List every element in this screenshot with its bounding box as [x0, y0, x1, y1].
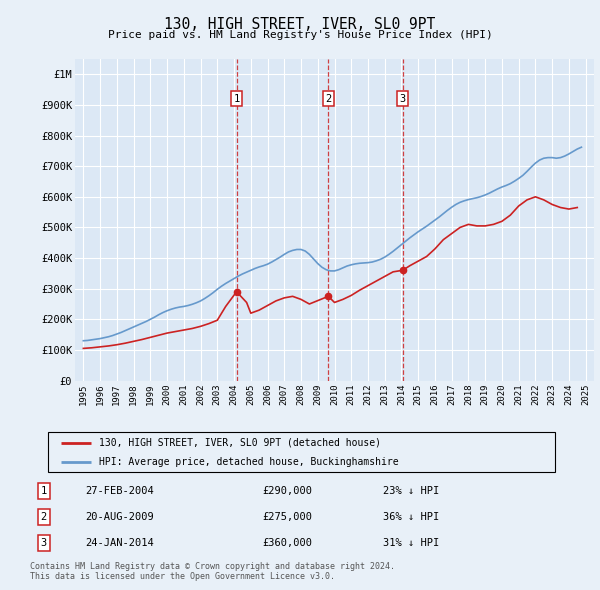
Text: 23% ↓ HPI: 23% ↓ HPI	[383, 486, 440, 496]
Text: 3: 3	[400, 94, 406, 104]
Text: Price paid vs. HM Land Registry's House Price Index (HPI): Price paid vs. HM Land Registry's House …	[107, 30, 493, 40]
Text: 1: 1	[233, 94, 239, 104]
Text: 2: 2	[325, 94, 331, 104]
Text: HPI: Average price, detached house, Buckinghamshire: HPI: Average price, detached house, Buck…	[98, 457, 398, 467]
Text: 27-FEB-2004: 27-FEB-2004	[85, 486, 154, 496]
Text: 24-JAN-2014: 24-JAN-2014	[85, 538, 154, 548]
Text: £275,000: £275,000	[262, 512, 312, 522]
Text: 1: 1	[41, 486, 47, 496]
Text: £360,000: £360,000	[262, 538, 312, 548]
Text: 20-AUG-2009: 20-AUG-2009	[85, 512, 154, 522]
Text: 2: 2	[41, 512, 47, 522]
Text: 36% ↓ HPI: 36% ↓ HPI	[383, 512, 440, 522]
Text: 3: 3	[41, 538, 47, 548]
Text: 31% ↓ HPI: 31% ↓ HPI	[383, 538, 440, 548]
Text: 130, HIGH STREET, IVER, SL0 9PT (detached house): 130, HIGH STREET, IVER, SL0 9PT (detache…	[98, 438, 381, 448]
Text: Contains HM Land Registry data © Crown copyright and database right 2024.
This d: Contains HM Land Registry data © Crown c…	[30, 562, 395, 581]
Text: 130, HIGH STREET, IVER, SL0 9PT: 130, HIGH STREET, IVER, SL0 9PT	[164, 17, 436, 31]
Text: £290,000: £290,000	[262, 486, 312, 496]
